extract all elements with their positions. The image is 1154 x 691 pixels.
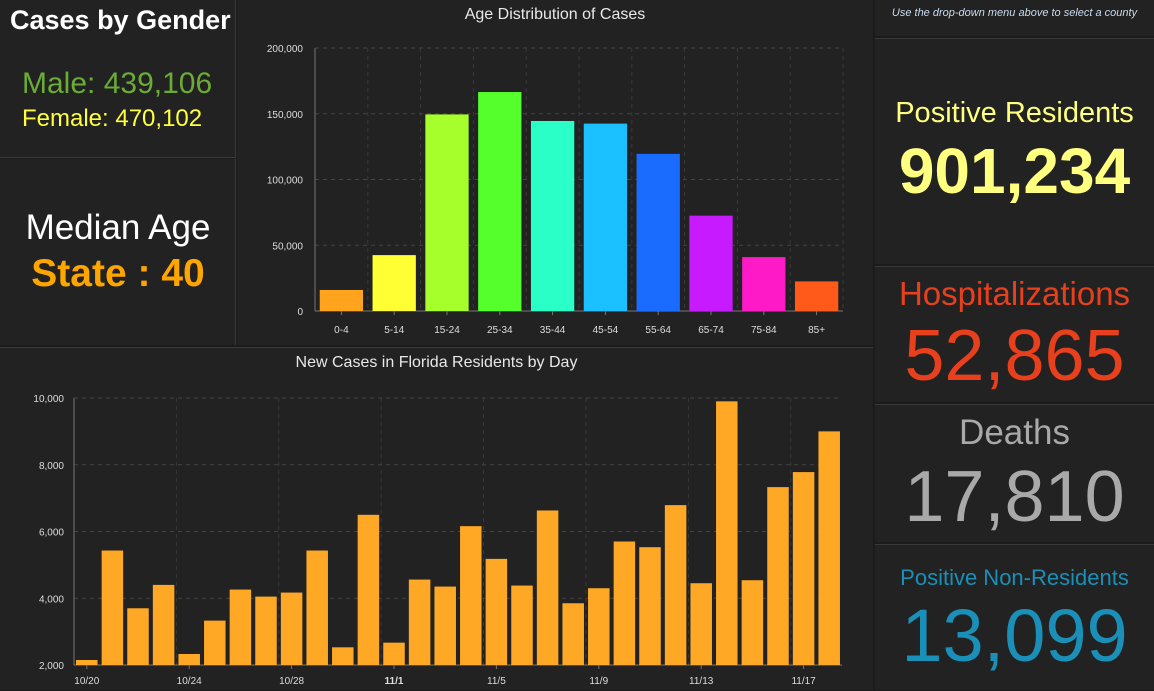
deaths-label: Deaths xyxy=(959,413,1070,452)
daily-cases-bar[interactable] xyxy=(434,586,456,665)
daily-cases-bar[interactable] xyxy=(127,608,149,665)
daily-cases-bar[interactable] xyxy=(255,596,277,665)
age-25-34-bar[interactable] xyxy=(478,92,522,312)
daily-cases-bar[interactable] xyxy=(588,588,610,665)
daily-cases-bar[interactable] xyxy=(357,514,380,665)
age-ytick-label: 0 xyxy=(297,307,303,318)
male-count: Male: 439,106 xyxy=(22,67,213,100)
daily-xtick-label: 10/24 xyxy=(177,676,202,687)
age-xtick-label: 25-34 xyxy=(487,325,513,336)
positive-non-residents-label: Positive Non-Residents xyxy=(900,565,1129,590)
age-45-54-bar[interactable] xyxy=(583,123,628,311)
age-55-64-bar[interactable] xyxy=(636,153,680,311)
daily-xtick-label: 11/5 xyxy=(487,676,506,687)
age-chart-title: Age Distribution of Cases xyxy=(464,6,646,23)
age-0-4-bar[interactable] xyxy=(319,289,364,311)
county-hint-panel: Use the drop-down menu above to select a… xyxy=(875,0,1154,36)
daily-cases-bar[interactable] xyxy=(716,401,738,665)
daily-xtick-label: 11/1 xyxy=(385,676,404,687)
daily-ytick-label: 4,000 xyxy=(39,594,64,605)
age-xtick-label: 45-54 xyxy=(593,325,619,336)
positive-residents-label: Positive Residents xyxy=(895,97,1134,129)
daily-cases-bar[interactable] xyxy=(460,526,482,665)
daily-cases-bar[interactable] xyxy=(511,585,533,665)
daily-cases-bar[interactable] xyxy=(639,547,661,665)
age-ytick-label: 100,000 xyxy=(267,176,304,187)
daily-cases-bar[interactable] xyxy=(306,550,328,665)
daily-cases-bar[interactable] xyxy=(536,510,559,665)
daily-chart-title: New Cases in Florida Residents by Day xyxy=(295,354,578,371)
daily-cases-bar[interactable] xyxy=(152,584,175,665)
daily-cases-bar[interactable] xyxy=(690,583,712,665)
daily-ytick-label: 8,000 xyxy=(39,461,64,472)
new-cases-by-day-chart[interactable]: 2,000 4,000 6,000 8,000 10,000 10/20 10/24 10/2… xyxy=(0,348,873,691)
age-xtick-label: 15-24 xyxy=(434,325,460,336)
positive-residents-panel: Positive Residents 901,234 xyxy=(875,38,1154,264)
positive-non-residents-value: 13,099 xyxy=(901,594,1128,677)
daily-cases-bar[interactable] xyxy=(204,620,226,665)
daily-cases-bar[interactable] xyxy=(792,472,815,665)
daily-xtick-label: 10/20 xyxy=(74,676,99,687)
daily-cases-bar[interactable] xyxy=(562,603,584,665)
age-65-74-bar[interactable] xyxy=(689,215,733,311)
age-5-14-bar[interactable] xyxy=(372,255,416,311)
deaths-panel: Deaths 17,810 xyxy=(875,404,1154,542)
daily-cases-bar[interactable] xyxy=(76,659,98,665)
daily-ytick-label: 10,000 xyxy=(33,394,64,405)
age-distribution-panel: Age Distribution of Cases 0 50,000 100,000… xyxy=(237,0,873,345)
hospitalizations-label: Hospitalizations xyxy=(898,275,1131,312)
daily-ytick-label: 6,000 xyxy=(39,528,64,539)
daily-xtick-label: 10/28 xyxy=(279,676,304,687)
daily-cases-bar[interactable] xyxy=(613,541,636,665)
positive-non-residents-panel: Positive Non-Residents 13,099 xyxy=(875,544,1154,690)
daily-cases-bar[interactable] xyxy=(280,592,303,665)
daily-cases-bar[interactable] xyxy=(229,589,252,665)
age-xtick-label: 75-84 xyxy=(751,325,777,336)
gender-title: Cases by Gender xyxy=(10,5,231,35)
age-75-84-bar[interactable] xyxy=(742,257,786,311)
daily-cases-bar[interactable] xyxy=(485,558,508,665)
daily-cases-bar[interactable] xyxy=(178,653,200,665)
hospitalizations-panel: Hospitalizations 52,865 xyxy=(875,266,1154,402)
median-age-title: Median Age xyxy=(25,208,211,247)
age-xtick-label: 5-14 xyxy=(384,325,404,336)
age-ytick-label: 50,000 xyxy=(272,241,303,252)
deaths-value: 17,810 xyxy=(904,457,1125,537)
daily-xtick-label: 11/13 xyxy=(689,676,714,687)
county-hint-text: Use the drop-down menu above to select a… xyxy=(891,7,1138,19)
age-xtick-label: 35-44 xyxy=(540,325,566,336)
daily-cases-bar[interactable] xyxy=(767,487,789,665)
daily-xtick-label: 11/9 xyxy=(589,676,608,687)
new-cases-by-day-panel: New Cases in Florida Residents by Day 2,… xyxy=(0,347,873,690)
age-xtick-label: 85+ xyxy=(808,325,825,336)
daily-cases-bar[interactable] xyxy=(101,550,124,665)
positive-residents-value: 901,234 xyxy=(898,135,1131,207)
age-15-24-bar[interactable] xyxy=(425,114,469,311)
daily-cases-bar[interactable] xyxy=(818,431,840,665)
daily-cases-bar[interactable] xyxy=(408,579,431,665)
age-ytick-label: 150,000 xyxy=(267,110,304,121)
daily-xtick-label: 11/17 xyxy=(791,676,816,687)
median-age-panel: Median Age State : 40 xyxy=(0,159,236,345)
cases-by-gender-panel: Cases by Gender Male: 439,106 Female: 47… xyxy=(0,0,236,158)
daily-cases-bar[interactable] xyxy=(664,505,687,665)
daily-cases-bar[interactable] xyxy=(332,647,354,665)
hospitalizations-value: 52,865 xyxy=(904,316,1125,396)
age-xtick-label: 55-64 xyxy=(645,325,671,336)
daily-cases-bar[interactable] xyxy=(741,580,764,665)
age-35-44-bar[interactable] xyxy=(530,120,575,311)
female-count: Female: 470,102 xyxy=(22,105,203,132)
age-xtick-label: 0-4 xyxy=(334,325,349,336)
daily-ytick-label: 2,000 xyxy=(39,661,64,672)
median-age-value: State : 40 xyxy=(31,252,205,295)
age-distribution-chart[interactable]: 0 50,000 100,000 150,000 200,000 0-4 5-14 15-24… xyxy=(237,0,873,345)
age-85+-bar[interactable] xyxy=(794,281,839,311)
age-xtick-label: 65-74 xyxy=(698,325,724,336)
age-ytick-label: 200,000 xyxy=(267,44,304,55)
daily-cases-bar[interactable] xyxy=(383,642,405,665)
